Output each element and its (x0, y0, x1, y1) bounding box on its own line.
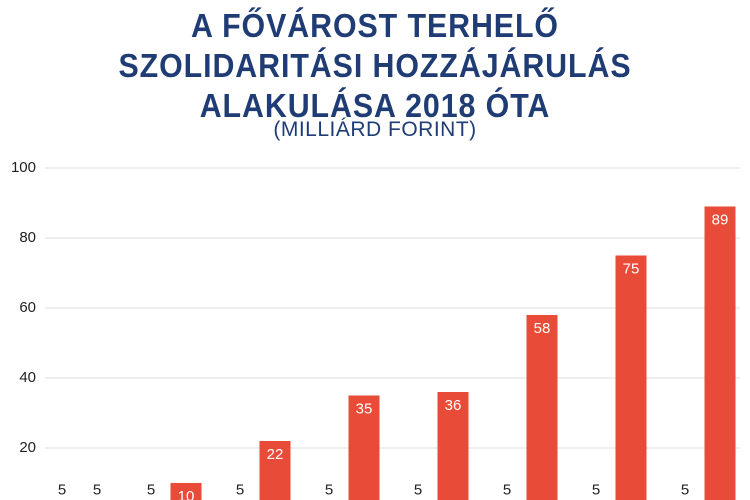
value-label: 35 (356, 400, 373, 417)
bar (704, 206, 736, 500)
chart-subtitle: (MILLIÁRD FORINT) (273, 118, 477, 141)
value-label: 5 (93, 481, 101, 498)
value-label: 5 (414, 481, 422, 498)
y-tick-label: 100 (11, 159, 36, 176)
value-label: 5 (325, 481, 333, 498)
bar (259, 441, 291, 500)
value-label: 10 (178, 488, 195, 500)
bar (615, 255, 647, 500)
bar (170, 483, 202, 500)
value-label: 58 (534, 320, 551, 337)
y-tick-label: 80 (19, 229, 36, 246)
value-label: 5 (58, 481, 66, 498)
value-label: 36 (445, 397, 462, 414)
y-tick-label: 20 (19, 439, 36, 456)
value-label: 89 (712, 211, 729, 228)
bar (526, 315, 558, 500)
value-label: 5 (236, 481, 244, 498)
y-tick-label: 40 (19, 369, 36, 386)
value-label: 5 (592, 481, 600, 498)
chart-title: A FŐVÁROST TERHELŐ SZOLIDARITÁSI HOZZÁJÁ… (118, 7, 632, 124)
value-label: 5 (147, 481, 155, 498)
value-label: 5 (503, 481, 511, 498)
bar (437, 392, 469, 500)
value-label: 5 (681, 481, 689, 498)
bar (348, 395, 380, 500)
y-tick-label: 60 (19, 299, 36, 316)
value-label: 75 (623, 260, 640, 277)
value-label: 22 (267, 446, 284, 463)
